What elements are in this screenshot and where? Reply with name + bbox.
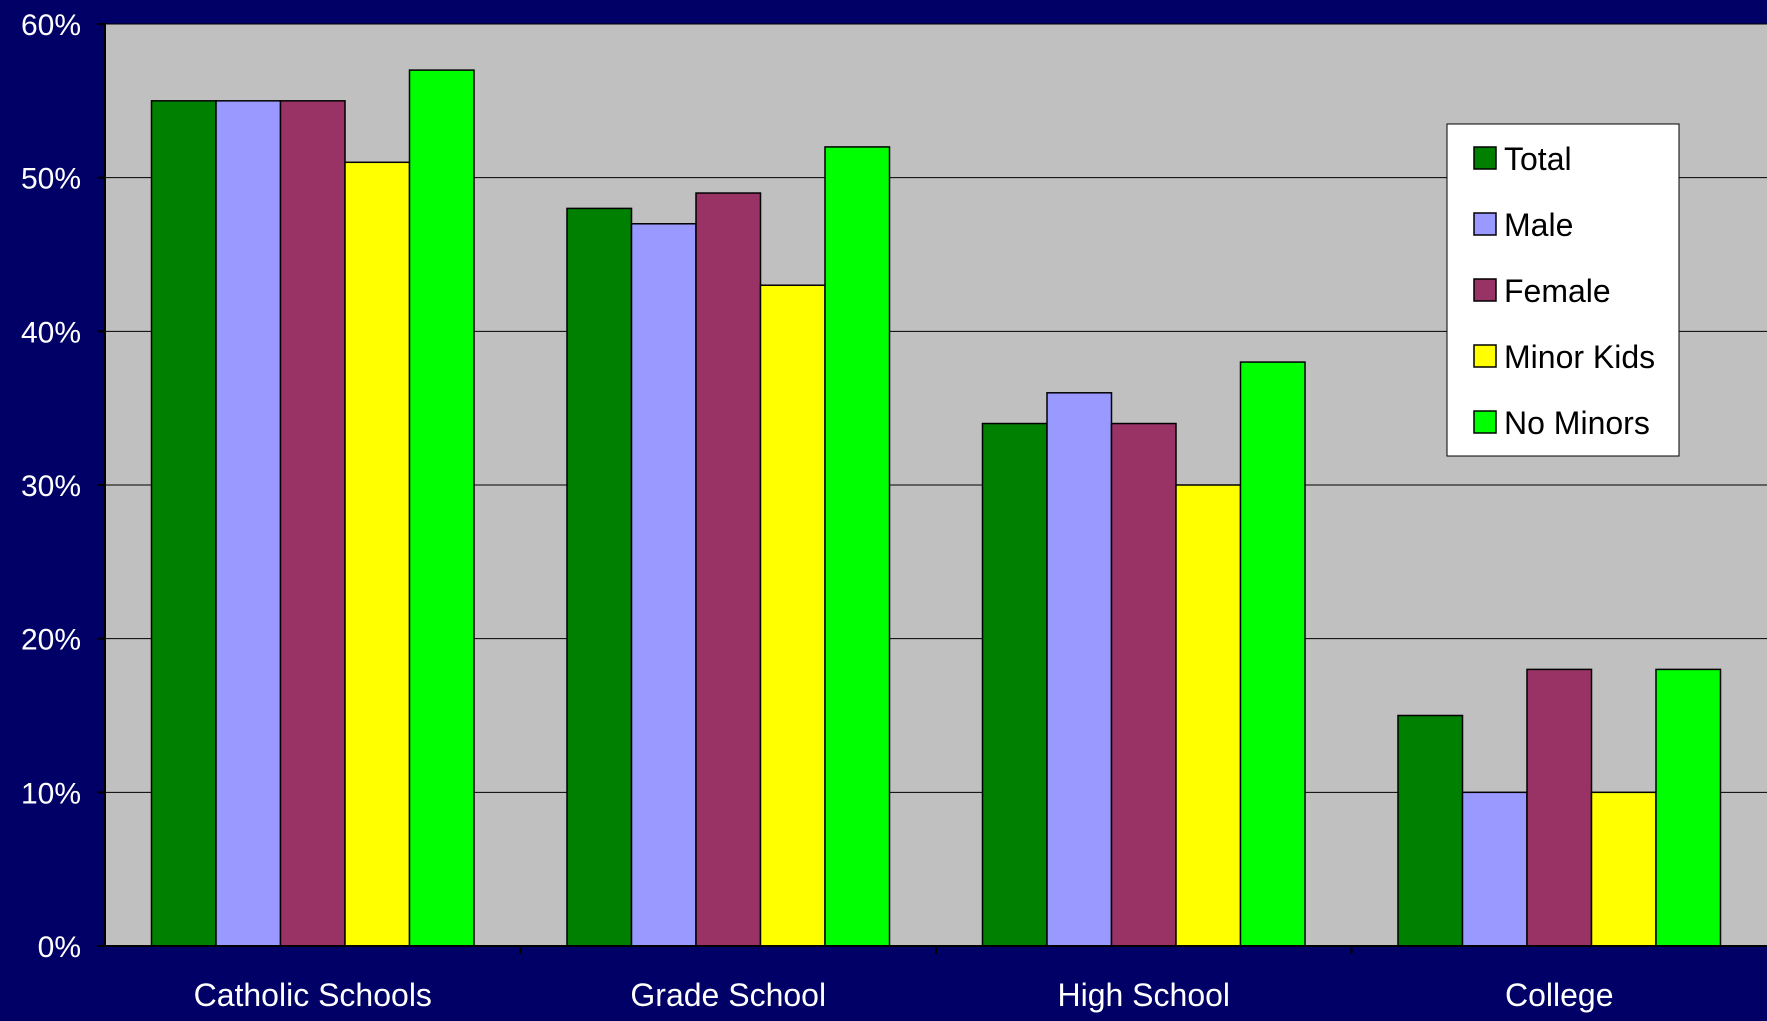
x-tick-label: High School <box>1057 977 1230 1013</box>
legend-label: Total <box>1504 141 1572 177</box>
y-tick-label: 20% <box>21 624 81 657</box>
bar-no-minors <box>1655 668 1722 947</box>
x-tick-labels: Catholic Schools Grade School High School C… <box>194 977 1614 1013</box>
bar-female <box>1526 668 1593 947</box>
bar-minor-kids <box>1175 484 1242 947</box>
y-tick-label: 60% <box>21 9 81 42</box>
bar-no-minors <box>408 69 475 947</box>
legend-swatch <box>1473 344 1497 368</box>
bar-total <box>981 422 1048 947</box>
legend-label: No Minors <box>1504 405 1650 441</box>
axes <box>104 24 1767 947</box>
bars <box>150 69 1722 947</box>
bar-total <box>1397 714 1464 947</box>
bar-no-minors <box>824 146 891 947</box>
legend-label: Minor Kids <box>1504 339 1655 375</box>
legend-swatch <box>1473 278 1497 302</box>
legend-label: Female <box>1504 273 1611 309</box>
x-tick-label: College <box>1505 977 1614 1013</box>
bar-minor-kids <box>1590 791 1657 947</box>
bar-male <box>215 100 282 947</box>
y-tick-label: 40% <box>21 316 81 349</box>
bar-male <box>1046 392 1113 947</box>
bar-female <box>1110 422 1177 947</box>
x-tick-label: Grade School <box>630 977 826 1013</box>
bar-total <box>566 207 633 947</box>
legend: Total Male Female Minor Kids No Minors <box>1446 123 1680 457</box>
legend-swatch <box>1473 212 1497 236</box>
y-tick-label: 0% <box>38 931 81 964</box>
legend-label: Male <box>1504 207 1573 243</box>
bar-female <box>695 192 762 947</box>
bar-no-minors <box>1239 361 1306 947</box>
y-tick-labels: 0% 10% 20% 30% 40% 50% 60% <box>21 9 81 964</box>
y-tick-label: 10% <box>21 777 81 810</box>
y-tick-label: 50% <box>21 163 81 196</box>
bar-male <box>630 223 697 947</box>
bar-minor-kids <box>344 161 411 947</box>
legend-swatch <box>1473 410 1497 434</box>
x-tick-label: Catholic Schools <box>194 977 432 1013</box>
legend-swatch <box>1473 146 1497 170</box>
bar-male <box>1461 791 1528 947</box>
bar-minor-kids <box>759 284 826 947</box>
bar-total <box>150 100 217 947</box>
y-tick-label: 30% <box>21 470 81 503</box>
bar-female <box>279 100 346 947</box>
